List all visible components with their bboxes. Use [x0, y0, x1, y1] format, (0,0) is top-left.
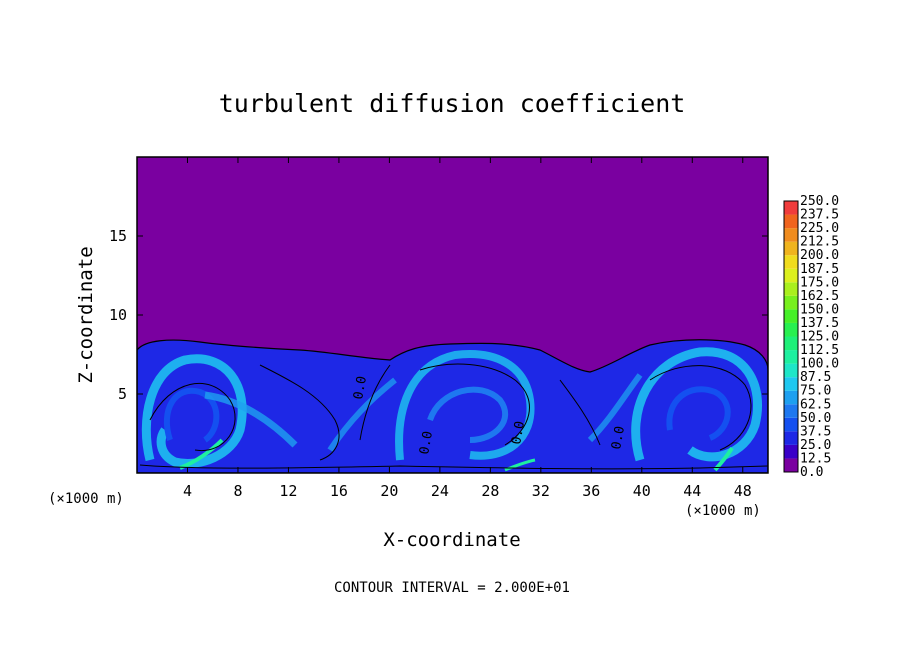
contour-interval-note: CONTOUR INTERVAL = 2.000E+01 — [334, 580, 570, 596]
x-axis-ticks: 4 8 12 16 20 24 28 32 36 40 44 48 — [183, 157, 752, 500]
colorbar-label: 237.5 — [800, 208, 839, 223]
eddy-right — [631, 347, 763, 462]
contour-line-7 — [139, 464, 768, 470]
x-tick-label: 24 — [431, 482, 449, 500]
chart-title: turbulent diffusion coefficient — [219, 89, 686, 118]
x-tick-label: 48 — [734, 482, 752, 500]
colorbar-swatch — [784, 241, 798, 256]
x-tick-label: 28 — [481, 482, 499, 500]
colorbar-frame — [783, 200, 799, 473]
x-tick-label: 32 — [532, 482, 550, 500]
x-tick-label: 8 — [233, 482, 242, 500]
colorbar-label: 37.5 — [800, 424, 831, 439]
eddy-middle — [395, 350, 535, 461]
x-tick-label: 20 — [380, 482, 398, 500]
x-tick-label: 36 — [582, 482, 600, 500]
colorbar-label: 150.0 — [800, 302, 839, 317]
bright-streak-2 — [504, 458, 536, 472]
contour-label: 0.0 — [351, 375, 370, 401]
colorbar-swatch — [784, 363, 798, 378]
colorbar-label: 50.0 — [800, 411, 831, 426]
x-unit-left: (×1000 m) — [48, 491, 124, 507]
colorbar-swatch — [784, 431, 798, 445]
x-unit-right: (×1000 m) — [685, 503, 761, 519]
bright-streak-1 — [179, 438, 224, 470]
colorbar-swatch — [784, 390, 798, 405]
colorbar-label: 87.5 — [800, 370, 831, 385]
eddy-left-core — [163, 387, 220, 443]
colorbar-label: 100.0 — [800, 357, 839, 372]
colorbar-swatch — [784, 255, 798, 269]
contour-line-1 — [149, 383, 236, 451]
colorbar-label: 62.5 — [800, 397, 831, 412]
colorbar-swatch — [784, 336, 798, 351]
y-tick-label: 5 — [118, 385, 127, 403]
colorbar-swatch — [784, 268, 798, 283]
colorbar-label: 175.0 — [800, 275, 839, 290]
colorbar-label: 250.0 — [800, 194, 839, 209]
eddy-middle-band — [327, 377, 397, 452]
colorbar-swatch — [784, 322, 798, 337]
y-axis-label: Z-coordinate — [75, 246, 97, 383]
contour-label: 0.0 — [417, 430, 436, 456]
plot-area: 0.0 0.0 0.0 0.0 — [137, 157, 768, 473]
y-tick-label: 15 — [109, 227, 127, 245]
y-tick-label: 10 — [109, 306, 127, 324]
colorbar-swatch — [784, 282, 798, 296]
colorbar-label: 25.0 — [800, 438, 831, 453]
colorbar-swatch — [784, 228, 798, 242]
colorbar-swatch — [784, 295, 798, 310]
x-tick-label: 40 — [633, 482, 651, 500]
eddy-left-band — [204, 391, 298, 448]
colorbar-label: 200.0 — [800, 248, 839, 263]
x-tick-label: 16 — [330, 482, 348, 500]
colorbar-label: 0.0 — [800, 465, 823, 480]
contour-line-3 — [419, 363, 530, 446]
colorbar-swatch — [784, 458, 798, 472]
eddy-right-band — [587, 373, 643, 443]
contour-label: 0.0 — [609, 425, 628, 451]
colorbar-label: 75.0 — [800, 384, 831, 399]
y-axis-ticks: 5 10 15 — [109, 227, 768, 403]
x-axis-label: X-coordinate — [383, 529, 520, 551]
colorbar-swatch — [784, 350, 798, 364]
colorbar-swatch — [784, 404, 798, 418]
colorbar-swatch — [784, 309, 798, 323]
colorbar-swatch — [784, 444, 798, 459]
colorbar-label: 137.5 — [800, 316, 839, 331]
colorbar-swatch — [784, 377, 798, 391]
colorbar-label: 12.5 — [800, 451, 831, 466]
contour-line-6 — [559, 379, 601, 446]
x-tick-label: 44 — [683, 482, 701, 500]
x-tick-label: 12 — [279, 482, 297, 500]
x-tick-label: 4 — [183, 482, 192, 500]
eddy-middle-core — [427, 386, 509, 443]
contour-line-5 — [649, 365, 752, 451]
colorbar-label: 225.0 — [800, 221, 839, 236]
bright-streak-3 — [713, 446, 734, 472]
colorbar-label: 125.0 — [800, 330, 839, 345]
eddy-right-core — [666, 386, 731, 441]
turbulent-layer — [137, 339, 768, 473]
colorbar-label: 162.5 — [800, 289, 839, 304]
colorbar-swatch — [784, 201, 798, 215]
colorbar-label: 212.5 — [800, 235, 839, 250]
colorbar-swatch — [784, 214, 798, 229]
colorbar: 0.012.525.037.550.062.575.087.5100.0112.… — [783, 194, 839, 480]
contour-line-2 — [259, 364, 340, 461]
colorbar-label: 187.5 — [800, 262, 839, 277]
contour-line-4 — [359, 364, 391, 441]
colorbar-swatch — [784, 417, 798, 432]
colorbar-label: 112.5 — [800, 343, 839, 358]
contour-label: 0.0 — [509, 420, 528, 446]
